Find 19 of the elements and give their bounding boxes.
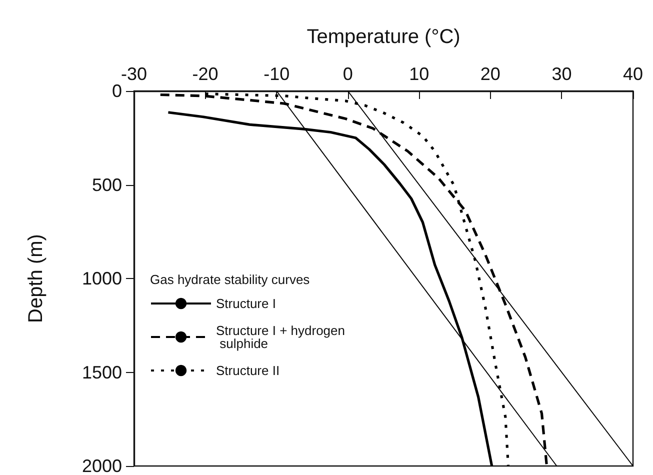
x-tick-label: -10 xyxy=(264,64,290,84)
x-tick-label: 10 xyxy=(409,64,430,84)
y-tick-label: 0 xyxy=(112,81,122,101)
y-tick-label: 2000 xyxy=(82,456,122,475)
x-tick-label: -30 xyxy=(120,64,148,84)
legend-title: Gas hydrate stability curves xyxy=(150,272,310,287)
y-tick-label: 1500 xyxy=(82,362,122,382)
x-tick-label: -20 xyxy=(192,64,218,84)
y-tick-label: 500 xyxy=(92,174,122,195)
x-tick-label: 40 xyxy=(622,64,644,84)
legend-label: Structure II xyxy=(216,363,280,378)
y-tick-label: 1000 xyxy=(82,268,122,288)
x-axis-title: Temperature (°C) xyxy=(306,26,460,48)
legend-label: Structure I + hydrogen sulphide xyxy=(216,323,345,351)
legend-label: Structure I xyxy=(216,296,276,311)
x-tick-label: 20 xyxy=(480,64,500,84)
x-tick-label: 0 xyxy=(342,64,353,84)
y-axis-title: Depth (m) xyxy=(25,234,47,323)
x-tick-label: 30 xyxy=(552,64,572,84)
